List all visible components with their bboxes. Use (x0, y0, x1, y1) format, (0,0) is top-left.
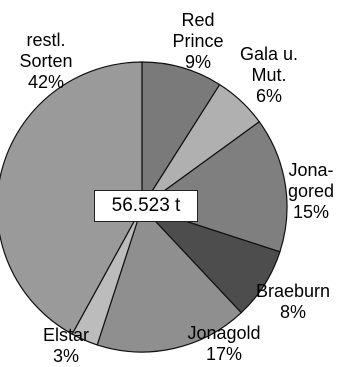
pie-slices (0, 61, 288, 353)
pie-slice-restl (0, 61, 143, 335)
slice-label-jonagold: Jonagold 17% (187, 323, 260, 364)
slice-label-restl: restl. Sorten 42% (19, 30, 72, 92)
slice-labels: Red Prince 9% Gala u. Mut. 6% Jona-gored 15% Bra… (19, 10, 334, 366)
slice-label-red: Red Prince 9% (172, 10, 223, 72)
pie-slice-jona (140, 120, 288, 253)
slice-label-elstar: Elstar 3% (43, 325, 89, 366)
slice-label-braeburn: Braeburn 8% (256, 281, 330, 322)
pie-slice-red (141, 61, 221, 210)
slice-label-gala-u: Gala u. Mut. 6% (240, 44, 298, 106)
pie-slice-jonagold (96, 205, 243, 353)
total-label: 56.523 t (94, 190, 198, 222)
slice-label-jona: Jona-gored 15% (288, 160, 334, 222)
